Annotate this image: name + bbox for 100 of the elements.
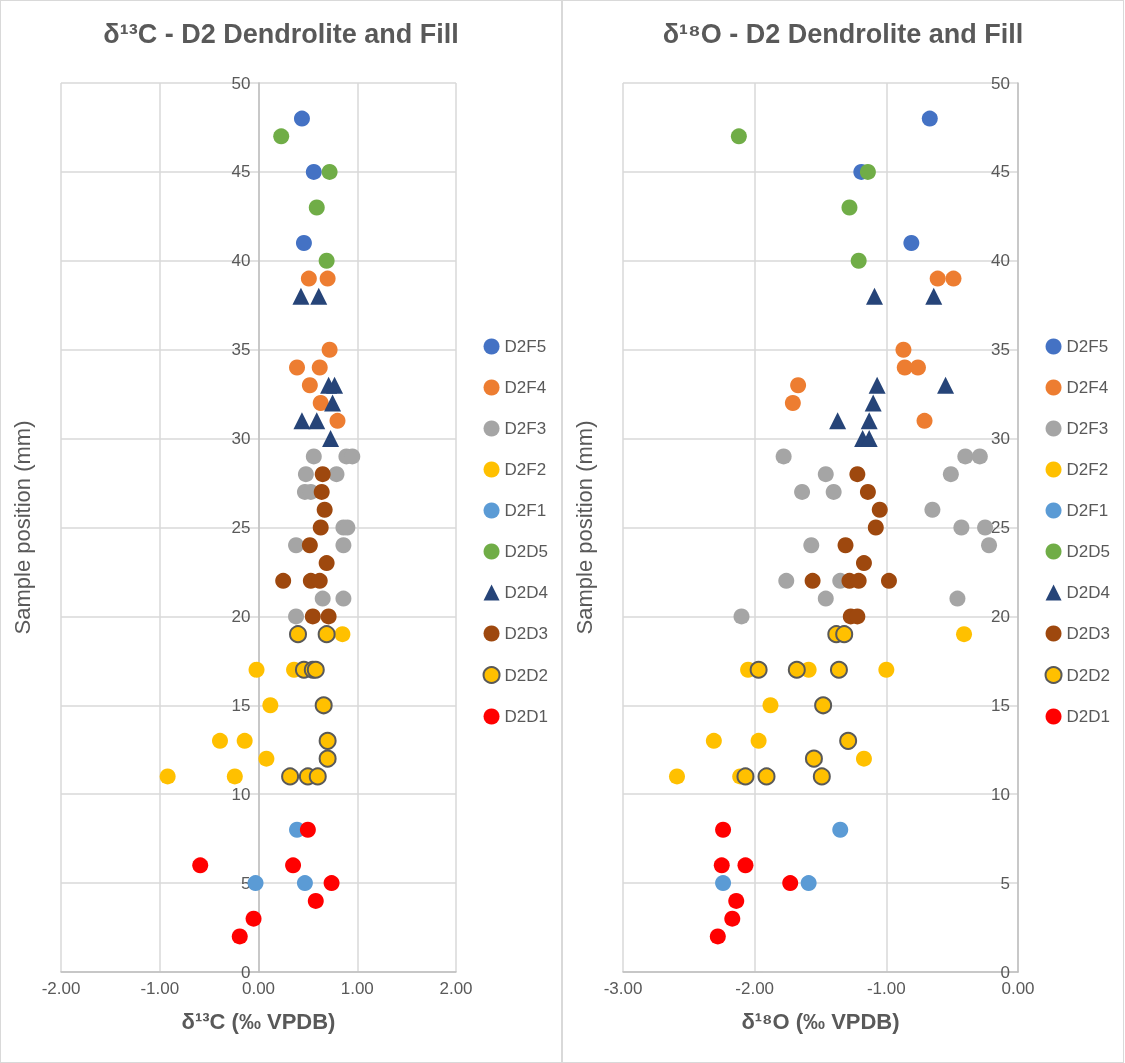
point bbox=[312, 519, 329, 536]
point bbox=[713, 857, 730, 874]
point bbox=[971, 448, 988, 465]
point bbox=[318, 555, 335, 572]
point bbox=[326, 376, 344, 394]
y-tick-label: 20 bbox=[231, 606, 251, 626]
point bbox=[293, 110, 310, 127]
point bbox=[262, 697, 279, 714]
point bbox=[289, 625, 307, 644]
point bbox=[305, 163, 322, 180]
point bbox=[903, 235, 920, 252]
point bbox=[317, 625, 336, 644]
point bbox=[318, 731, 337, 750]
point bbox=[977, 519, 994, 536]
legend-label: D2D4 bbox=[1066, 583, 1111, 602]
point bbox=[307, 892, 324, 909]
point bbox=[841, 199, 858, 216]
x-tick-label: -1.00 bbox=[140, 979, 180, 998]
legend-label: D2D5 bbox=[1066, 542, 1111, 561]
point bbox=[929, 270, 946, 287]
y-tick-label: 30 bbox=[231, 429, 251, 449]
point bbox=[335, 590, 352, 607]
point bbox=[921, 110, 938, 127]
legend-label: D2F5 bbox=[504, 337, 547, 356]
point bbox=[312, 395, 329, 412]
point bbox=[800, 875, 817, 892]
legend-label: D2D3 bbox=[1066, 624, 1111, 643]
point bbox=[308, 412, 326, 430]
y-tick-label: 45 bbox=[231, 162, 251, 182]
x-tick-label: 0.00 bbox=[241, 979, 276, 998]
point bbox=[924, 501, 941, 518]
point bbox=[895, 341, 912, 358]
legend-label: D2F5 bbox=[1066, 337, 1109, 356]
y-tick-label: 40 bbox=[991, 251, 1010, 271]
chart-title: δ¹⁸O - D2 Dendrolite and Fill bbox=[662, 18, 1024, 49]
y-tick-label: 15 bbox=[991, 695, 1010, 715]
point bbox=[334, 626, 351, 643]
y-tick-label: 30 bbox=[991, 429, 1010, 449]
point bbox=[322, 430, 340, 448]
point bbox=[750, 732, 767, 749]
point bbox=[715, 821, 732, 838]
point bbox=[301, 377, 318, 394]
y-tick-label: 0 bbox=[1000, 962, 1010, 982]
point bbox=[981, 537, 998, 554]
point bbox=[293, 412, 311, 430]
point bbox=[794, 483, 811, 500]
point bbox=[832, 821, 849, 838]
point bbox=[837, 537, 854, 554]
legend-label: D2F3 bbox=[1066, 419, 1109, 438]
point bbox=[329, 412, 346, 429]
point bbox=[855, 750, 872, 767]
y-tick-label: 35 bbox=[231, 340, 251, 360]
point bbox=[790, 377, 807, 394]
point bbox=[949, 590, 966, 607]
chart-title: δ¹³C - D2 Dendrolite and Fill bbox=[103, 18, 459, 49]
point bbox=[878, 661, 895, 678]
point bbox=[310, 287, 328, 305]
point bbox=[855, 555, 872, 572]
point bbox=[321, 163, 338, 180]
point bbox=[311, 359, 328, 376]
legend-label: D2F2 bbox=[504, 460, 547, 479]
point bbox=[285, 857, 302, 874]
legend-label: D2D1 bbox=[504, 707, 549, 726]
point bbox=[314, 590, 331, 607]
point bbox=[817, 590, 834, 607]
point bbox=[314, 696, 333, 715]
point bbox=[300, 270, 317, 287]
point bbox=[817, 466, 834, 483]
point bbox=[730, 128, 747, 145]
point bbox=[323, 875, 340, 892]
point bbox=[850, 252, 867, 269]
y-tick-label: 35 bbox=[991, 340, 1010, 360]
point bbox=[275, 572, 292, 589]
point bbox=[297, 466, 314, 483]
x-tick-label: -2.00 bbox=[41, 979, 81, 998]
point bbox=[864, 394, 882, 412]
point bbox=[957, 448, 974, 465]
y-tick-label: 45 bbox=[991, 162, 1010, 182]
x-tick-label: 2.00 bbox=[439, 979, 473, 998]
point bbox=[247, 875, 264, 892]
point bbox=[829, 412, 847, 430]
point bbox=[320, 608, 337, 625]
point bbox=[787, 660, 806, 679]
point bbox=[281, 767, 300, 786]
point bbox=[728, 892, 745, 909]
point bbox=[737, 857, 754, 874]
point bbox=[192, 857, 209, 874]
y-tick-label: 0 bbox=[241, 962, 251, 982]
point bbox=[318, 749, 337, 768]
x-axis-title: δ¹³C (‰ VPDB) bbox=[181, 1008, 336, 1034]
point bbox=[299, 821, 316, 838]
point bbox=[859, 163, 876, 180]
point bbox=[909, 359, 926, 376]
point bbox=[304, 608, 321, 625]
legend-label: D2D5 bbox=[504, 542, 549, 561]
legend-label: D2D2 bbox=[1066, 665, 1111, 685]
point bbox=[762, 697, 779, 714]
legend-label: D2F4 bbox=[1066, 378, 1109, 397]
point bbox=[736, 767, 755, 786]
point bbox=[295, 235, 312, 252]
